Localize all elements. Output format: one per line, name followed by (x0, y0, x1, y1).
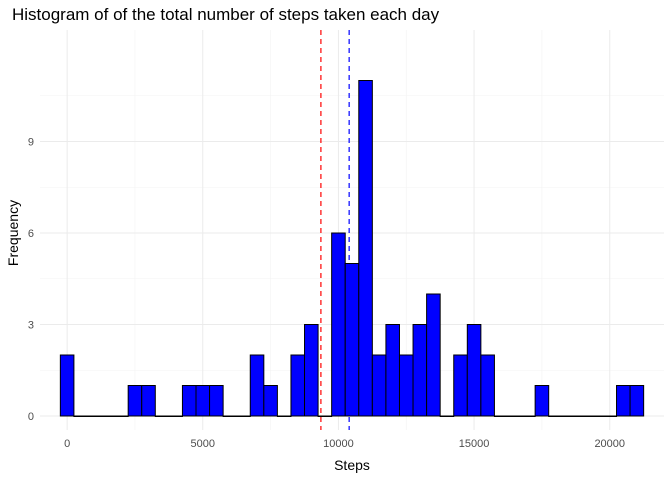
histogram-bar (616, 385, 631, 417)
histogram-bar (168, 415, 183, 417)
histogram-bar (181, 385, 197, 417)
histogram-bar (304, 324, 319, 417)
histogram-bar (195, 385, 211, 417)
y-tick-label: 6 (28, 228, 34, 240)
histogram-bar (263, 385, 278, 417)
histogram-bar (548, 415, 563, 417)
histogram-bar (276, 415, 292, 417)
histogram-bar (453, 354, 468, 417)
histogram-bar (290, 354, 306, 417)
bars (59, 80, 645, 417)
histogram-bar (331, 232, 346, 417)
histogram-bar (141, 385, 156, 417)
chart-title: Histogram of of the total number of step… (12, 5, 440, 24)
histogram-bar (249, 354, 265, 417)
histogram-bar (73, 415, 88, 417)
histogram-bar (398, 354, 414, 417)
histogram-bar (154, 415, 170, 417)
histogram-bar (59, 354, 75, 417)
histogram-bar (439, 415, 455, 417)
histogram-bar (480, 354, 495, 417)
histogram-bar (534, 385, 550, 417)
histogram-bar (222, 415, 238, 417)
histogram-bar (507, 415, 523, 417)
y-tick-labels: 0 3 6 9 (28, 137, 34, 424)
x-tick-label: 10000 (323, 438, 354, 450)
histogram-bar (466, 324, 482, 417)
histogram-bar (86, 415, 102, 417)
y-axis-label: Frequency (5, 200, 21, 266)
histogram-bar (575, 415, 590, 417)
x-tick-label: 0 (64, 438, 70, 450)
histogram-bar (629, 385, 645, 417)
histogram-bar (127, 385, 143, 417)
histogram-bar (602, 415, 618, 417)
histogram-bar (493, 415, 509, 417)
x-axis-label: Steps (334, 457, 370, 473)
histogram-bar (426, 293, 441, 417)
histogram-bar (317, 415, 333, 417)
histogram-bar (521, 415, 536, 417)
x-tick-labels: 0 5000 10000 15000 20000 (64, 438, 625, 450)
histogram-bar (385, 324, 400, 417)
histogram-bar (344, 263, 360, 417)
histogram-bar (358, 80, 373, 417)
y-tick-label: 9 (28, 137, 34, 149)
histogram-bar (209, 385, 224, 417)
histogram-bar (412, 324, 428, 417)
y-tick-label: 0 (28, 411, 34, 423)
histogram-bar (561, 415, 577, 417)
histogram-bar (371, 354, 387, 417)
x-tick-label: 15000 (459, 438, 490, 450)
histogram-bar (236, 415, 251, 417)
histogram-bar (588, 415, 604, 417)
y-tick-label: 3 (28, 320, 34, 332)
x-tick-label: 5000 (191, 438, 215, 450)
histogram-bar (100, 415, 116, 417)
x-tick-label: 20000 (594, 438, 625, 450)
reference-lines (320, 30, 350, 430)
histogram-bar (114, 415, 129, 417)
